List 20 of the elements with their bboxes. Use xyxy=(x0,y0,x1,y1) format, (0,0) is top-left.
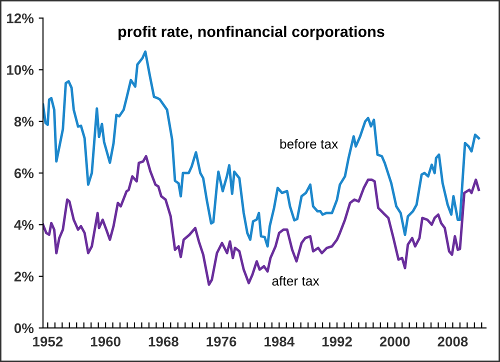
x-tick-label: 1952 xyxy=(33,336,63,347)
y-tick-label: 8% xyxy=(14,116,34,127)
x-tick-label: 1976 xyxy=(206,336,236,347)
x-tick-label: 2000 xyxy=(380,336,410,347)
y-tick-label: 0% xyxy=(14,323,34,334)
line-series xyxy=(43,50,480,248)
series-label: after tax xyxy=(272,276,320,286)
y-tick-label: 4% xyxy=(14,220,34,230)
x-tick-label: 2008 xyxy=(438,336,468,347)
x-tick-label: 1984 xyxy=(264,336,295,347)
x-tick-label: 1968 xyxy=(148,336,178,347)
x-tick-label: 1960 xyxy=(90,336,120,347)
series-label: before tax xyxy=(280,139,338,149)
line-series xyxy=(43,155,480,286)
y-tick-label: 6% xyxy=(14,168,34,178)
y-tick-label: 2% xyxy=(14,272,34,282)
y-tick-label: 12% xyxy=(7,13,34,24)
x-tick-label: 1992 xyxy=(322,336,352,347)
y-tick-label: 10% xyxy=(7,65,34,75)
chart-title: profit rate, nonfinancial corporations xyxy=(118,26,384,40)
